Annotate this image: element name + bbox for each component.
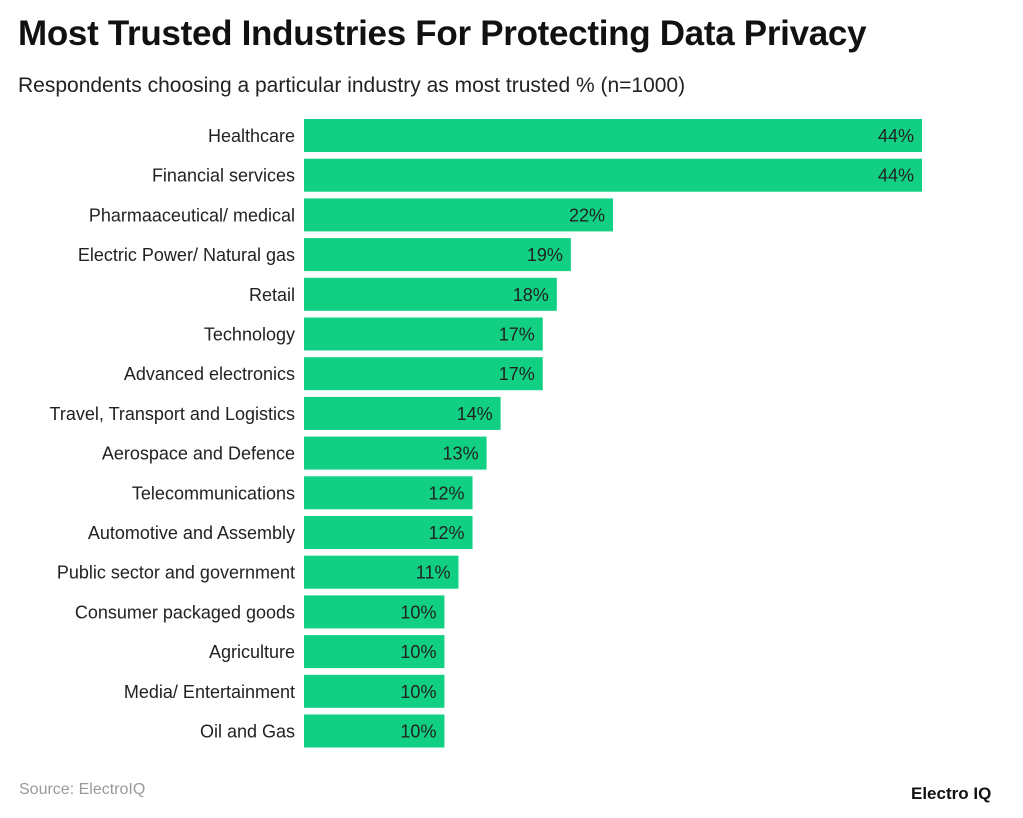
data-label: 10% — [400, 682, 436, 702]
category-label: Technology — [204, 325, 295, 345]
category-label: Travel, Transport and Logistics — [50, 404, 295, 424]
bar — [304, 674, 445, 708]
category-label: Aerospace and Defence — [102, 444, 295, 464]
data-label: 14% — [457, 404, 493, 424]
category-label: Oil and Gas — [200, 722, 295, 742]
bar — [304, 158, 922, 192]
bar — [304, 396, 501, 430]
bar — [304, 595, 445, 629]
bar — [304, 516, 473, 549]
bar — [304, 119, 922, 152]
data-label: 17% — [499, 325, 535, 345]
category-label: Public sector and government — [57, 563, 295, 583]
bar-chart: Healthcare 44% Financial services 44% Pharma… — [50, 119, 922, 748]
bar — [304, 198, 613, 232]
bar — [304, 238, 571, 272]
category-label: Pharmaaceutical/ medical — [89, 205, 295, 225]
category-label: Retail — [249, 285, 295, 305]
data-label: 10% — [400, 642, 436, 662]
category-label: Electric Power/ Natural gas — [78, 245, 295, 265]
bar — [304, 555, 459, 589]
bar — [304, 476, 473, 510]
electroiq-logo: Electro IQ — [911, 784, 992, 803]
data-label: 17% — [499, 364, 535, 384]
category-label: Advanced electronics — [124, 364, 295, 384]
category-label: Media/ Entertainment — [124, 682, 295, 702]
category-label: Telecommunications — [132, 483, 295, 503]
data-label: 13% — [443, 444, 479, 464]
data-label: 44% — [878, 166, 914, 186]
category-label: Automotive and Assembly — [88, 523, 295, 543]
category-label: Healthcare — [208, 126, 295, 146]
bar — [304, 277, 557, 311]
data-label: 12% — [429, 523, 465, 543]
bar — [304, 436, 487, 470]
source-note: Source: ElectroIQ — [19, 781, 146, 798]
data-label: 11% — [416, 563, 451, 583]
category-label: Consumer packaged goods — [75, 602, 295, 622]
bar — [304, 357, 543, 391]
chart-subtitle: Respondents choosing a particular indust… — [18, 74, 686, 97]
bar — [304, 317, 543, 351]
bar — [304, 714, 445, 748]
data-label: 12% — [429, 483, 465, 503]
chart-title: Most Trusted Industries For Protecting D… — [18, 14, 867, 53]
data-label: 10% — [400, 602, 436, 622]
data-label: 22% — [569, 205, 605, 225]
category-label: Agriculture — [209, 642, 295, 662]
data-label: 10% — [400, 722, 436, 742]
bar — [304, 635, 445, 669]
category-label: Financial services — [152, 166, 295, 186]
data-label: 19% — [527, 245, 563, 265]
data-label: 18% — [513, 285, 549, 305]
data-label: 44% — [878, 126, 914, 146]
